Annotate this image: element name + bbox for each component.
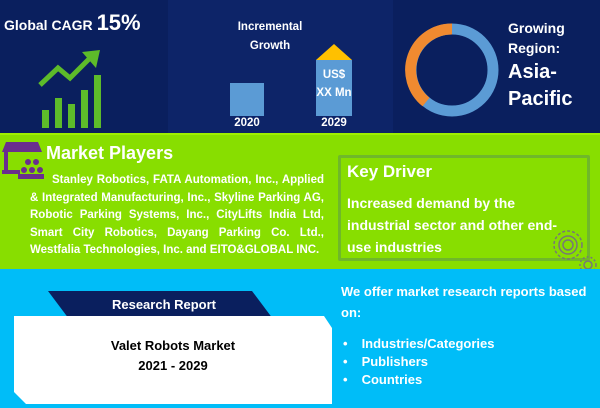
region: Growing Region: Asia- Pacific [508,18,572,112]
cagr-label: Global CAGR [4,17,93,33]
growth-panel [168,0,393,133]
bar-2020-label: 2020 [234,117,260,129]
bar-2029-value-1: US$ [322,69,346,81]
cagr-value: 15% [96,10,141,35]
players-title: Market Players [46,143,174,163]
growth-title: Incremental Growth [200,18,340,56]
market-stall-icon [2,142,44,179]
report-band: Research Report Valet Robots Market 2021… [0,269,600,404]
offer-item: Countries [341,372,495,387]
bar-2029-value-2: XX Mn [316,87,352,99]
region-label-1: Growing [508,20,565,36]
players-list: Stanley Robotics, FATA Automation, Inc.,… [30,174,324,256]
report-card-shape [14,316,332,404]
report-years: 2021 - 2029 [138,358,208,373]
region-value-2: Pacific [508,88,573,110]
players-driver-band: Market Players Stanley Robotics, FATA Au… [0,133,600,273]
key-driver-text: Increased demand by the industrial secto… [347,195,558,255]
gears-icon [553,230,597,273]
growth-title-2: Growth [249,40,291,52]
offer-list: Industries/Categories Publishers Countri… [341,336,495,390]
bar-2029-label: 2029 [321,117,347,129]
donut-chart-icon [405,23,499,117]
offer-intro: We offer market research reports based o… [341,284,587,320]
report-card: Valet Robots Market 2021 - 2029 [14,336,332,376]
cagr: Global CAGR 15% [4,10,141,36]
report-tab-shape [48,291,276,323]
key-driver-title: Key Driver [347,162,433,181]
offer-item: Publishers [341,354,495,369]
bar-2020 [230,83,264,116]
key-driver-box: Key Driver Increased demand by the indus… [338,155,590,261]
region-label-2: Region: [508,40,561,56]
up-arrow-icon [316,44,352,60]
report-tab-label: Research Report [111,297,217,312]
growth-chart-icon [38,50,101,128]
offer-item: Industries/Categories [341,336,495,351]
report-title: Valet Robots Market [110,338,236,353]
region-value-1: Asia- [508,61,557,83]
growth-title-1: Incremental [237,21,303,33]
bar-2029: US$ XX Mn [316,60,352,116]
